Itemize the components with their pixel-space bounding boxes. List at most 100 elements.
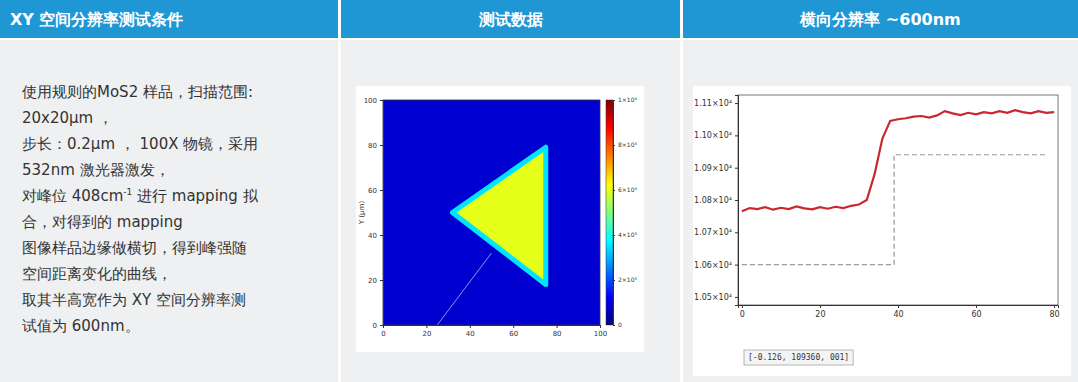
tick: 1.08×10⁴ bbox=[694, 196, 738, 205]
tick-mark bbox=[735, 265, 738, 266]
background bbox=[0, 0, 1078, 382]
tick-label: 0 bbox=[740, 310, 745, 319]
tick: 1.07×10⁴ bbox=[694, 228, 738, 237]
tick-mark bbox=[735, 297, 738, 298]
tick-label: 80 bbox=[1050, 310, 1060, 319]
tick-label: 20 bbox=[422, 330, 431, 338]
tick: 40 bbox=[368, 232, 383, 240]
tick: 8×10³ bbox=[613, 141, 637, 148]
axis: 020406080100 bbox=[381, 325, 607, 338]
tick-mark bbox=[820, 305, 821, 308]
tick-label: 80 bbox=[553, 330, 562, 338]
status-bar: [-0.126, 109360, 001] bbox=[744, 350, 853, 365]
series-line bbox=[742, 155, 1046, 265]
axis: 0 2×10³ 4×10³ 6×10³ 8×10³ 1×10⁴ bbox=[613, 96, 637, 328]
tick-mark bbox=[735, 232, 738, 233]
tick: 1.11×10⁴ bbox=[694, 99, 738, 108]
tick-mark bbox=[613, 100, 615, 101]
axis: 020406080 bbox=[739, 305, 1060, 319]
tick-mark bbox=[898, 305, 899, 308]
tick-label: 0 bbox=[373, 322, 377, 330]
tick-mark bbox=[613, 325, 615, 326]
tick-label: 0 bbox=[381, 330, 385, 338]
tick: 1.06×10⁴ bbox=[694, 261, 738, 270]
tick: 80 bbox=[1050, 305, 1060, 319]
tick-label: 1.05×10⁴ bbox=[694, 293, 732, 302]
condition-line: 对峰位 408cm-1 进行 mapping 拟 bbox=[22, 187, 259, 205]
tick-mark bbox=[380, 325, 383, 326]
tick-label: 1.10×10⁴ bbox=[694, 131, 732, 140]
status-box bbox=[744, 350, 853, 365]
tick: 1.09×10⁴ bbox=[694, 164, 738, 173]
tick: 0 bbox=[740, 305, 745, 319]
image-panel bbox=[356, 86, 644, 352]
axis-line bbox=[614, 101, 616, 326]
tick-mark bbox=[380, 235, 383, 236]
tick-mark bbox=[380, 190, 383, 191]
tick-mark bbox=[380, 280, 383, 281]
axis: 0 20 40 60 80 100 bbox=[364, 97, 384, 330]
tick-mark bbox=[735, 200, 738, 201]
tick-label: 80 bbox=[368, 142, 377, 150]
tick-mark bbox=[735, 103, 738, 104]
tick-mark bbox=[426, 325, 427, 328]
plot-frame bbox=[383, 100, 600, 325]
tick-label: 100 bbox=[594, 330, 607, 338]
condition-line: 空间距离变化的曲线， bbox=[22, 265, 172, 283]
tick-mark bbox=[557, 325, 558, 328]
condition-line: 图像样品边缘做横切，得到峰强随 bbox=[22, 239, 247, 257]
tick-mark bbox=[470, 325, 471, 328]
series-line bbox=[742, 110, 1054, 211]
header-cell bbox=[0, 0, 338, 38]
tick-label: 0 bbox=[618, 321, 622, 328]
text-part: 进行 mapping 拟 bbox=[132, 187, 258, 205]
tick: 80 bbox=[553, 325, 562, 338]
tick: 6×10³ bbox=[613, 186, 637, 193]
tick-label: 1×10⁴ bbox=[618, 96, 637, 103]
tick: 1×10⁴ bbox=[613, 96, 637, 103]
tick: 100 bbox=[594, 325, 607, 338]
condition-line: 532nm 激光器激发， bbox=[22, 161, 170, 179]
tick: 1.10×10⁴ bbox=[694, 131, 738, 140]
condition-line: 取其半高宽作为 XY 空间分辨率测 bbox=[22, 291, 246, 309]
tick-mark bbox=[380, 145, 383, 146]
tick: 20 bbox=[368, 277, 383, 285]
header-title: 横向分辨率 ~600nm bbox=[799, 10, 960, 29]
tick-mark bbox=[613, 235, 615, 236]
heatmap-plot bbox=[383, 100, 600, 325]
status-text: [-0.126, 109360, 001] bbox=[748, 353, 849, 362]
tick-label: 4×10³ bbox=[618, 231, 637, 238]
tick-mark bbox=[1054, 305, 1055, 308]
body-cell bbox=[0, 40, 338, 382]
tick-mark bbox=[735, 135, 738, 136]
tick-mark bbox=[613, 280, 615, 281]
tick-label: 20 bbox=[368, 277, 377, 285]
axis-line bbox=[735, 96, 739, 306]
tick: 4×10³ bbox=[613, 231, 637, 238]
plot-frame bbox=[738, 95, 1058, 305]
tick: 80 bbox=[368, 142, 383, 150]
axis-line bbox=[380, 101, 384, 326]
tick-label: 100 bbox=[364, 97, 377, 105]
tick-label: 20 bbox=[815, 310, 825, 319]
tick-mark bbox=[742, 305, 743, 308]
tick-label: 1.06×10⁴ bbox=[694, 261, 732, 270]
tick-mark bbox=[613, 145, 615, 146]
axis-line bbox=[384, 326, 601, 329]
tick: 60 bbox=[971, 305, 981, 319]
condition-line: 步长：0.2μm ， 100X 物镜，采用 bbox=[22, 135, 258, 153]
superscript: -1 bbox=[123, 187, 132, 197]
condition-line: 合，对得到的 mapping bbox=[22, 213, 183, 231]
tick-mark bbox=[976, 305, 977, 308]
tick: 0 bbox=[373, 322, 383, 330]
tick: 60 bbox=[368, 187, 383, 195]
axis-line bbox=[739, 306, 1059, 309]
tick: 2×10³ bbox=[613, 276, 637, 283]
image-panel bbox=[693, 86, 1071, 376]
tick-label: 1.07×10⁴ bbox=[694, 228, 732, 237]
tick-mark bbox=[600, 325, 601, 328]
tick: 0 bbox=[381, 325, 385, 338]
tick-mark bbox=[735, 168, 738, 169]
sample-triangle bbox=[452, 147, 545, 284]
tick-label: 1.09×10⁴ bbox=[694, 164, 732, 173]
